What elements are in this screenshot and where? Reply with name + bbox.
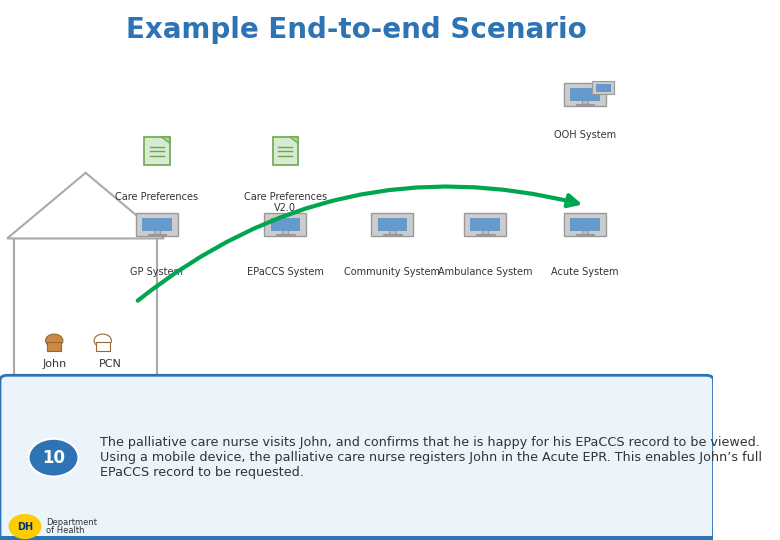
Circle shape bbox=[45, 334, 63, 347]
Polygon shape bbox=[7, 173, 164, 239]
FancyBboxPatch shape bbox=[592, 80, 614, 94]
Circle shape bbox=[94, 334, 112, 347]
FancyBboxPatch shape bbox=[272, 137, 298, 165]
FancyBboxPatch shape bbox=[389, 230, 395, 234]
FancyBboxPatch shape bbox=[383, 233, 402, 235]
Text: DH: DH bbox=[17, 522, 33, 531]
FancyBboxPatch shape bbox=[264, 213, 307, 235]
FancyBboxPatch shape bbox=[576, 104, 594, 105]
FancyBboxPatch shape bbox=[470, 218, 500, 231]
Text: OOH System: OOH System bbox=[554, 130, 616, 140]
Text: PCN: PCN bbox=[98, 359, 122, 369]
Circle shape bbox=[9, 515, 41, 538]
FancyBboxPatch shape bbox=[154, 230, 160, 234]
Text: Example End-to-end Scenario: Example End-to-end Scenario bbox=[126, 16, 587, 44]
FancyBboxPatch shape bbox=[144, 137, 170, 165]
Polygon shape bbox=[289, 137, 298, 144]
Text: Acute System: Acute System bbox=[551, 267, 619, 278]
FancyBboxPatch shape bbox=[142, 218, 172, 231]
Text: The palliative care nurse visits John, and confirms that he is happy for his EPa: The palliative care nurse visits John, a… bbox=[100, 436, 762, 479]
FancyBboxPatch shape bbox=[282, 230, 289, 234]
FancyBboxPatch shape bbox=[570, 88, 600, 101]
Text: of Health: of Health bbox=[46, 526, 85, 535]
Polygon shape bbox=[161, 137, 170, 144]
FancyBboxPatch shape bbox=[276, 233, 295, 235]
FancyBboxPatch shape bbox=[136, 213, 178, 235]
FancyBboxPatch shape bbox=[564, 213, 606, 235]
Text: Community System: Community System bbox=[345, 267, 441, 278]
FancyBboxPatch shape bbox=[482, 230, 488, 234]
FancyBboxPatch shape bbox=[371, 213, 413, 235]
FancyBboxPatch shape bbox=[147, 233, 166, 235]
FancyBboxPatch shape bbox=[476, 233, 495, 235]
FancyBboxPatch shape bbox=[576, 233, 594, 235]
Text: Care Preferences
V2.0: Care Preferences V2.0 bbox=[244, 192, 327, 213]
FancyBboxPatch shape bbox=[0, 536, 714, 540]
FancyBboxPatch shape bbox=[271, 218, 300, 231]
Text: John: John bbox=[42, 359, 66, 369]
FancyBboxPatch shape bbox=[570, 218, 600, 231]
FancyBboxPatch shape bbox=[14, 239, 157, 378]
Text: Care Preferences: Care Preferences bbox=[115, 192, 199, 202]
FancyBboxPatch shape bbox=[595, 84, 611, 92]
Text: GP System: GP System bbox=[130, 267, 183, 278]
FancyBboxPatch shape bbox=[96, 342, 110, 351]
FancyBboxPatch shape bbox=[0, 375, 714, 540]
FancyBboxPatch shape bbox=[378, 218, 407, 231]
Text: Ambulance System: Ambulance System bbox=[438, 267, 533, 278]
FancyBboxPatch shape bbox=[464, 213, 506, 235]
FancyBboxPatch shape bbox=[47, 342, 62, 351]
Text: EPaCCS System: EPaCCS System bbox=[247, 267, 324, 278]
Text: 10: 10 bbox=[42, 449, 65, 467]
Text: Department: Department bbox=[46, 518, 98, 527]
Circle shape bbox=[29, 438, 79, 477]
FancyBboxPatch shape bbox=[582, 100, 588, 104]
FancyBboxPatch shape bbox=[582, 230, 588, 234]
FancyBboxPatch shape bbox=[564, 83, 606, 106]
